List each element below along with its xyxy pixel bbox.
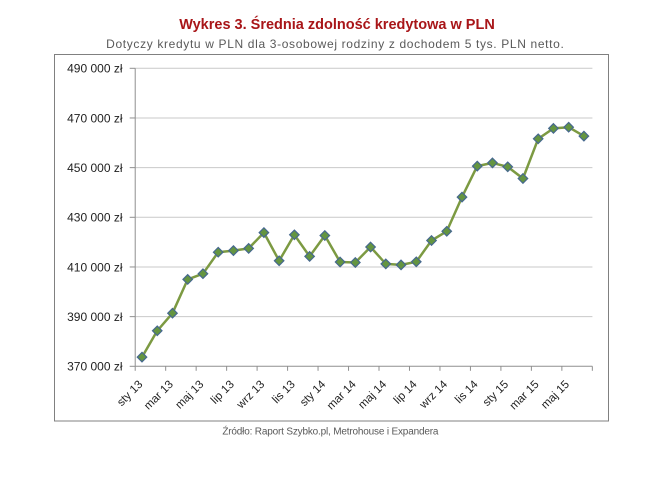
svg-text:410 000 zł: 410 000 zł [67,260,123,274]
svg-text:390 000 zł: 390 000 zł [67,310,123,324]
svg-text:490 000 zł: 490 000 zł [67,62,123,76]
svg-text:Źródło: Raport Szybko.pl, Metr: Źródło: Raport Szybko.pl, Metrohouse i E… [222,425,439,438]
svg-text:470 000 zł: 470 000 zł [67,111,123,125]
svg-text:430 000 zł: 430 000 zł [67,211,123,225]
svg-text:Dotyczy kredytu w PLN dla 3-os: Dotyczy kredytu w PLN dla 3-osobowej rod… [106,37,564,51]
svg-text:Wykres 3. Średnia zdolność kre: Wykres 3. Średnia zdolność kredytowa w P… [179,15,495,33]
svg-text:450 000 zł: 450 000 zł [67,161,123,175]
svg-text:370 000 zł: 370 000 zł [67,360,123,374]
